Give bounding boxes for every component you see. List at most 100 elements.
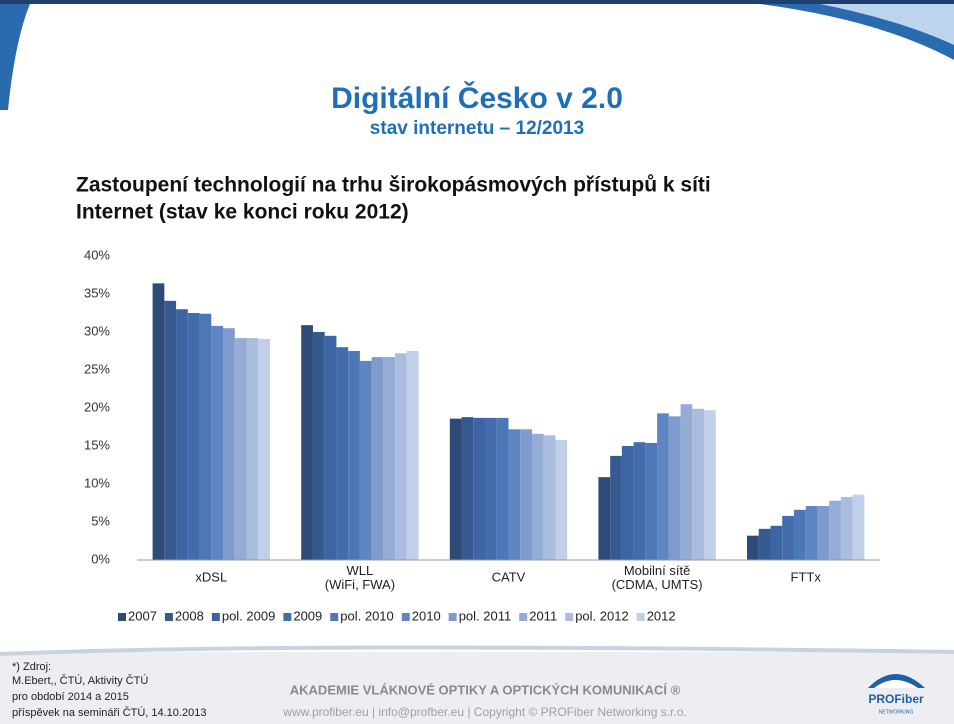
bar [383, 357, 396, 560]
x-tick-label: WLL (WiFi, FWA) [325, 563, 395, 592]
source: *) Zdroj: [12, 661, 51, 673]
legend-swatch [519, 613, 528, 621]
y-tick-label: 35% [84, 285, 110, 300]
y-tick-label: 0% [91, 551, 110, 566]
bar [508, 429, 521, 560]
bar [680, 404, 693, 560]
bar [336, 347, 349, 560]
source: M.Ebert,, ČTÚ, Aktivity ČTÚ [12, 674, 148, 687]
bar [805, 506, 818, 560]
bar [543, 435, 556, 560]
bar [645, 442, 658, 560]
bar [234, 338, 247, 560]
source: pro období 2014 a 2015 [12, 691, 129, 703]
bar [496, 417, 509, 560]
y-tick-label: 40% [84, 247, 110, 262]
y-tick-label: 5% [91, 513, 110, 528]
legend-label: 2007 [128, 608, 157, 623]
legend-label: pol. 2012 [575, 608, 629, 623]
bar [406, 351, 419, 560]
bar [152, 283, 165, 560]
slide-subtitle: stav internetu – 12/2013 [370, 118, 584, 139]
bar [770, 525, 783, 560]
source: příspěvek na semináři ČTÚ, 14.10.2013 [12, 706, 206, 719]
legend-label: 2012 [647, 608, 676, 623]
legend-label: 2009 [293, 608, 322, 623]
bar [520, 429, 532, 560]
legend-swatch [330, 613, 339, 621]
slide-title: Digitální Česko v 2.0 [331, 81, 623, 115]
bar [668, 416, 681, 560]
bar [258, 338, 270, 560]
x-tick-label: CATV [492, 569, 526, 584]
legend-swatch [164, 613, 173, 621]
y-tick-label: 15% [84, 437, 110, 452]
legend-label: pol. 2011 [459, 608, 512, 623]
chart-title: Internet (stav ke konci roku 2012) [76, 201, 409, 224]
bar [164, 300, 177, 560]
bar [395, 353, 407, 560]
bar [598, 477, 611, 560]
legend-swatch [211, 613, 220, 621]
legend-swatch [565, 613, 574, 621]
logo-icon-inner [874, 680, 918, 688]
bar [211, 325, 224, 560]
bar [324, 335, 337, 560]
bar [657, 413, 669, 560]
y-tick-label: 10% [84, 475, 110, 490]
legend-label: pol. 2010 [340, 608, 394, 623]
bar [461, 417, 474, 560]
bar [829, 500, 841, 560]
bar [852, 494, 865, 560]
legend-label: 2010 [412, 608, 441, 623]
bar [449, 418, 462, 560]
legend-label: 2008 [175, 608, 204, 623]
footer-curve [0, 645, 954, 656]
legend-swatch [283, 613, 292, 621]
logo-sub: NETWORKING [879, 709, 914, 715]
bar [758, 528, 771, 560]
x-tick-label: Mobilní sítě (CDMA, UMTS) [612, 563, 703, 592]
bar [621, 446, 634, 560]
academy: AKADEMIE VLÁKNOVÉ OPTIKY A OPTICKÝCH KOM… [290, 682, 681, 697]
bar [199, 313, 212, 560]
bar [246, 338, 259, 560]
bar [782, 515, 794, 560]
bar [312, 332, 325, 560]
top-bar [0, 0, 954, 4]
bar [473, 417, 486, 560]
bar [610, 455, 622, 560]
y-tick-label: 30% [84, 323, 110, 338]
bar [692, 408, 705, 560]
bar [840, 496, 853, 560]
legend-label: 2011 [529, 608, 557, 623]
bar [187, 313, 200, 560]
logo: PROFiber [868, 692, 924, 706]
bar [633, 442, 646, 560]
x-tick-label: FTTx [791, 569, 822, 584]
bar [348, 351, 360, 560]
chart-title: Zastoupení technologií na trhu širokopás… [76, 174, 711, 197]
swoosh-right-light [820, 4, 954, 45]
footer-band [0, 652, 954, 724]
bar [359, 360, 372, 560]
bar [817, 506, 830, 560]
legend-swatch [448, 613, 457, 621]
bar [704, 410, 716, 560]
legend-swatch [401, 613, 410, 621]
bar [747, 535, 759, 560]
bar [176, 309, 188, 560]
bar [301, 325, 313, 560]
bar [555, 439, 568, 560]
bar [485, 417, 497, 560]
bar [793, 509, 806, 560]
bar [223, 328, 235, 560]
x-tick-label: xDSL [195, 569, 227, 584]
y-tick-label: 25% [84, 361, 110, 376]
legend-label: pol. 2009 [222, 608, 276, 623]
legend-swatch [118, 613, 126, 621]
bar [371, 357, 384, 560]
bar [531, 433, 544, 560]
contact: www.profiber.eu | info@profber.eu | Copy… [282, 705, 686, 719]
